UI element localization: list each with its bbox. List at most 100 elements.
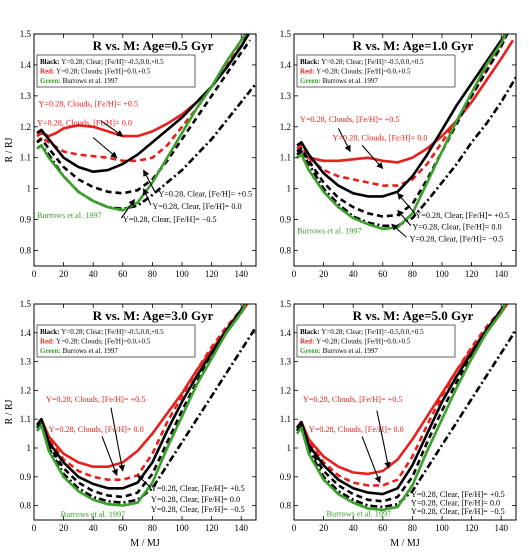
series-line-3 — [35, 304, 247, 490]
chart-title: R vs. M: Age=0.5 Gyr — [93, 38, 214, 53]
legend-key: Black: — [300, 328, 321, 336]
x-tick-label: 40 — [349, 523, 359, 533]
plot-frame — [33, 33, 257, 267]
x-tick-label: 0 — [292, 269, 297, 279]
series-line-2 — [36, 34, 250, 163]
annotation-arrow — [391, 223, 407, 238]
annotation-label: Y=0.28, Clouds, [Fe/H]= +0.5 — [46, 395, 146, 404]
annotation-arrow — [142, 188, 152, 206]
y-tick-label: 1 — [27, 184, 32, 194]
chart-panel-1: 0 20 40 60 80 100 120 140 0.8 0.9 1 1.1 1.2 1.3 1.4 1.5… — [4, 29, 257, 279]
y-tick-label: 1.3 — [20, 357, 32, 367]
chart-title: R vs. M: Age=1.0 Gyr — [353, 38, 474, 53]
annotation-label: Y=0.28, Clear, [Fe/H]= 0.0 — [411, 499, 500, 508]
legend-key: Black: — [40, 58, 61, 66]
y-tick-label: 1.1 — [20, 414, 31, 424]
x-tick-label: 100 — [435, 269, 449, 279]
legend-text: Burrows et al. 1997 — [323, 347, 379, 355]
annotation-arrow — [137, 474, 152, 489]
y-tick-label: 0.9 — [20, 472, 32, 482]
annotation-arrow — [337, 128, 351, 153]
y-tick-label: 1.4 — [20, 328, 32, 338]
annotation-label: Y=0.28, Clear, [Fe/H]= −0.5 — [411, 507, 505, 516]
x-tick-label: 100 — [435, 523, 449, 533]
x-axis-label: M / MJ — [130, 538, 160, 549]
legend-entry: Green: Burrows et al. 1997 — [40, 77, 118, 85]
annotation-label: Y=0.28, Clear, [Fe/H]= −0.5 — [409, 234, 503, 243]
annotation-arrow — [110, 407, 125, 472]
y-tick-label: 1.4 — [280, 328, 292, 338]
annotation-arrow — [376, 410, 391, 469]
legend-entry: Red: Y=0.28; Clouds; [Fe/H]=0.0,+0.5 — [300, 68, 411, 76]
y-tick-label: 1.5 — [280, 299, 292, 309]
x-tick-label: 80 — [148, 523, 158, 533]
annotation-arrow — [120, 198, 136, 219]
legend-entry: Red: Y=0.28; Clouds; [Fe/H]=0.0,+0.5 — [40, 338, 151, 346]
annotation-arrow — [101, 436, 118, 476]
legend-entry: Black: Y=0.28; Clear; [Fe/H]=-0.5,0.0,+0… — [300, 328, 424, 336]
x-tick-label: 40 — [89, 523, 99, 533]
y-tick-label: 0.8 — [20, 246, 32, 256]
series-line-1 — [296, 39, 515, 164]
annotation-label: Y=0.28, Clouds, [Fe/H]= 0.0 — [37, 118, 132, 127]
legend-text: Burrows et al. 1997 — [63, 347, 119, 355]
x-tick-label: 40 — [349, 269, 359, 279]
legend-text: Burrows et al. 1997 — [323, 77, 379, 85]
x-tick-label: 0 — [292, 523, 297, 533]
x-tick-label: 20 — [319, 523, 329, 533]
legend-key: Green: — [300, 347, 323, 355]
annotation-label: Burrows et al. 1997 — [37, 211, 102, 220]
annotation-label: Y=0.28, Clear, [Fe/H]= +0.5 — [411, 490, 505, 499]
legend-text: Y=0.28; Clear; [Fe/H]=-0.5,0.0,+0.5 — [61, 328, 164, 336]
legend-key: Green: — [40, 77, 63, 85]
y-tick-label: 1.3 — [20, 91, 32, 101]
series-group — [295, 304, 516, 512]
annotation-arrow — [92, 137, 118, 159]
legend-text: Y=0.28; Clear; [Fe/H]=-0.5,0.0,+0.5 — [321, 58, 424, 66]
y-tick-label: 0.9 — [20, 215, 32, 225]
legend-box — [296, 324, 456, 358]
plot-frame — [293, 33, 517, 267]
x-tick-label: 100 — [175, 523, 189, 533]
annotation-arrow — [100, 120, 124, 137]
chart-panel-3: 0 20 40 60 80 100 120 140 0.8 0.9 1 1.1 1.2 1.3 1.4 1.5… — [4, 299, 257, 549]
legend-text: Y=0.28; Clear; [Fe/H]=-0.5,0.0,+0.5 — [321, 328, 424, 336]
x-axis-label: M / MJ — [390, 538, 420, 549]
y-tick-label: 0.9 — [280, 472, 292, 482]
x-tick-label: 0 — [32, 523, 37, 533]
x-tick-label: 60 — [378, 523, 388, 533]
y-tick-label: 1.3 — [280, 91, 292, 101]
legend-key: Black: — [40, 328, 61, 336]
annotation-label: Y=0.28, Clouds, [Fe/H]= 0.0 — [49, 425, 144, 434]
annotation-label: Y=0.28, Clear, [Fe/H]= 0.0 — [152, 202, 241, 211]
series-line-3 — [295, 304, 507, 496]
y-tick-label: 1.1 — [280, 153, 291, 163]
legend-text: Burrows et al. 1997 — [63, 77, 119, 85]
y-tick-label: 1.2 — [280, 385, 291, 395]
y-tick-label: 1 — [287, 184, 292, 194]
legend-key: Green: — [40, 347, 63, 355]
annotation-label: Y=0.28, Clouds, [Fe/H]= +0.5 — [303, 395, 403, 404]
legend-key: Red: — [300, 68, 316, 76]
annotation-arrow — [143, 169, 156, 193]
y-tick-label: 1.2 — [20, 385, 31, 395]
series-group — [36, 34, 256, 212]
legend-text: Y=0.28; Clear; [Fe/H]=-0.5,0.0,+0.5 — [61, 58, 164, 66]
y-tick-label: 1.1 — [20, 153, 31, 163]
legend-key: Green: — [300, 77, 323, 85]
y-tick-label: 0.9 — [280, 215, 292, 225]
annotation-label: Burrows et al. 1997 — [61, 510, 126, 519]
plot-frame — [293, 303, 517, 521]
x-tick-label: 140 — [234, 523, 248, 533]
x-tick-label: 60 — [118, 269, 128, 279]
x-tick-label: 60 — [118, 523, 128, 533]
legend-entry: Black: Y=0.28; Clear; [Fe/H]=-0.5,0.0,+0… — [300, 58, 424, 66]
x-tick-label: 120 — [205, 523, 219, 533]
legend-box — [36, 54, 196, 88]
y-tick-label: 1.4 — [20, 60, 32, 70]
annotation-label: Y=0.28, Clear, [Fe/H]= −0.5 — [123, 215, 217, 224]
x-tick-label: 80 — [408, 269, 418, 279]
x-tick-label: 20 — [319, 269, 329, 279]
annotation-label: Burrows et al. 1997 — [327, 509, 392, 518]
